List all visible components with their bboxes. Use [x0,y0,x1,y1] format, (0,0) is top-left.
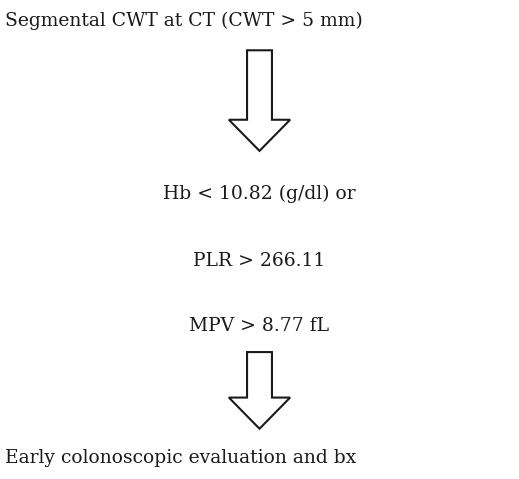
Text: MPV > 8.77 fL: MPV > 8.77 fL [189,317,330,335]
Text: Early colonoscopic evaluation and bx: Early colonoscopic evaluation and bx [5,449,357,467]
Polygon shape [229,352,290,429]
Text: Segmental CWT at CT (CWT > 5 mm): Segmental CWT at CT (CWT > 5 mm) [5,12,363,30]
Polygon shape [229,50,290,151]
Text: Hb < 10.82 (g/dl) or: Hb < 10.82 (g/dl) or [163,185,356,203]
Text: PLR > 266.11: PLR > 266.11 [194,252,325,270]
